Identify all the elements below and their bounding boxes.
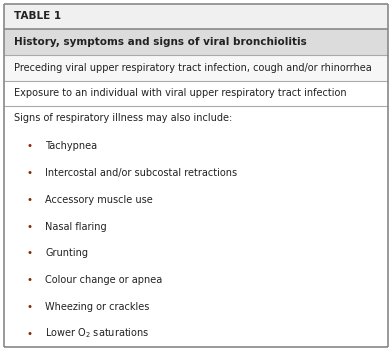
Text: TABLE 1: TABLE 1 — [14, 11, 61, 21]
Bar — [4, 133, 388, 160]
Bar — [4, 213, 388, 240]
Text: Signs of respiratory illness may also include:: Signs of respiratory illness may also in… — [14, 113, 232, 123]
Text: Accessory muscle use: Accessory muscle use — [45, 195, 153, 205]
Bar — [4, 29, 388, 55]
Text: Lower O$_2$ saturations: Lower O$_2$ saturations — [45, 327, 149, 341]
Text: Wheezing or crackles: Wheezing or crackles — [45, 302, 149, 312]
Bar — [4, 320, 388, 347]
Text: •: • — [26, 195, 33, 205]
Bar — [4, 106, 388, 133]
Text: •: • — [26, 302, 33, 312]
Text: •: • — [26, 248, 33, 258]
Text: •: • — [26, 222, 33, 232]
Bar — [4, 267, 388, 293]
Bar — [4, 55, 388, 81]
Text: •: • — [26, 141, 33, 152]
Bar — [4, 187, 388, 213]
Text: •: • — [26, 329, 33, 338]
Text: Nasal flaring: Nasal flaring — [45, 222, 107, 232]
Text: History, symptoms and signs of viral bronchiolitis: History, symptoms and signs of viral bro… — [14, 37, 307, 47]
Bar — [4, 160, 388, 187]
Text: Colour change or apnea: Colour change or apnea — [45, 275, 162, 285]
Text: Preceding viral upper respiratory tract infection, cough and/or rhinorrhea: Preceding viral upper respiratory tract … — [14, 63, 372, 73]
Text: Grunting: Grunting — [45, 248, 88, 258]
Bar — [4, 4, 388, 29]
Text: Exposure to an individual with viral upper respiratory tract infection: Exposure to an individual with viral upp… — [14, 88, 347, 98]
Text: Intercostal and/or subcostal retractions: Intercostal and/or subcostal retractions — [45, 168, 237, 178]
Text: Tachypnea: Tachypnea — [45, 141, 97, 152]
Bar — [4, 293, 388, 320]
Bar — [4, 81, 388, 106]
Text: •: • — [26, 168, 33, 178]
Bar — [4, 240, 388, 267]
Text: •: • — [26, 275, 33, 285]
